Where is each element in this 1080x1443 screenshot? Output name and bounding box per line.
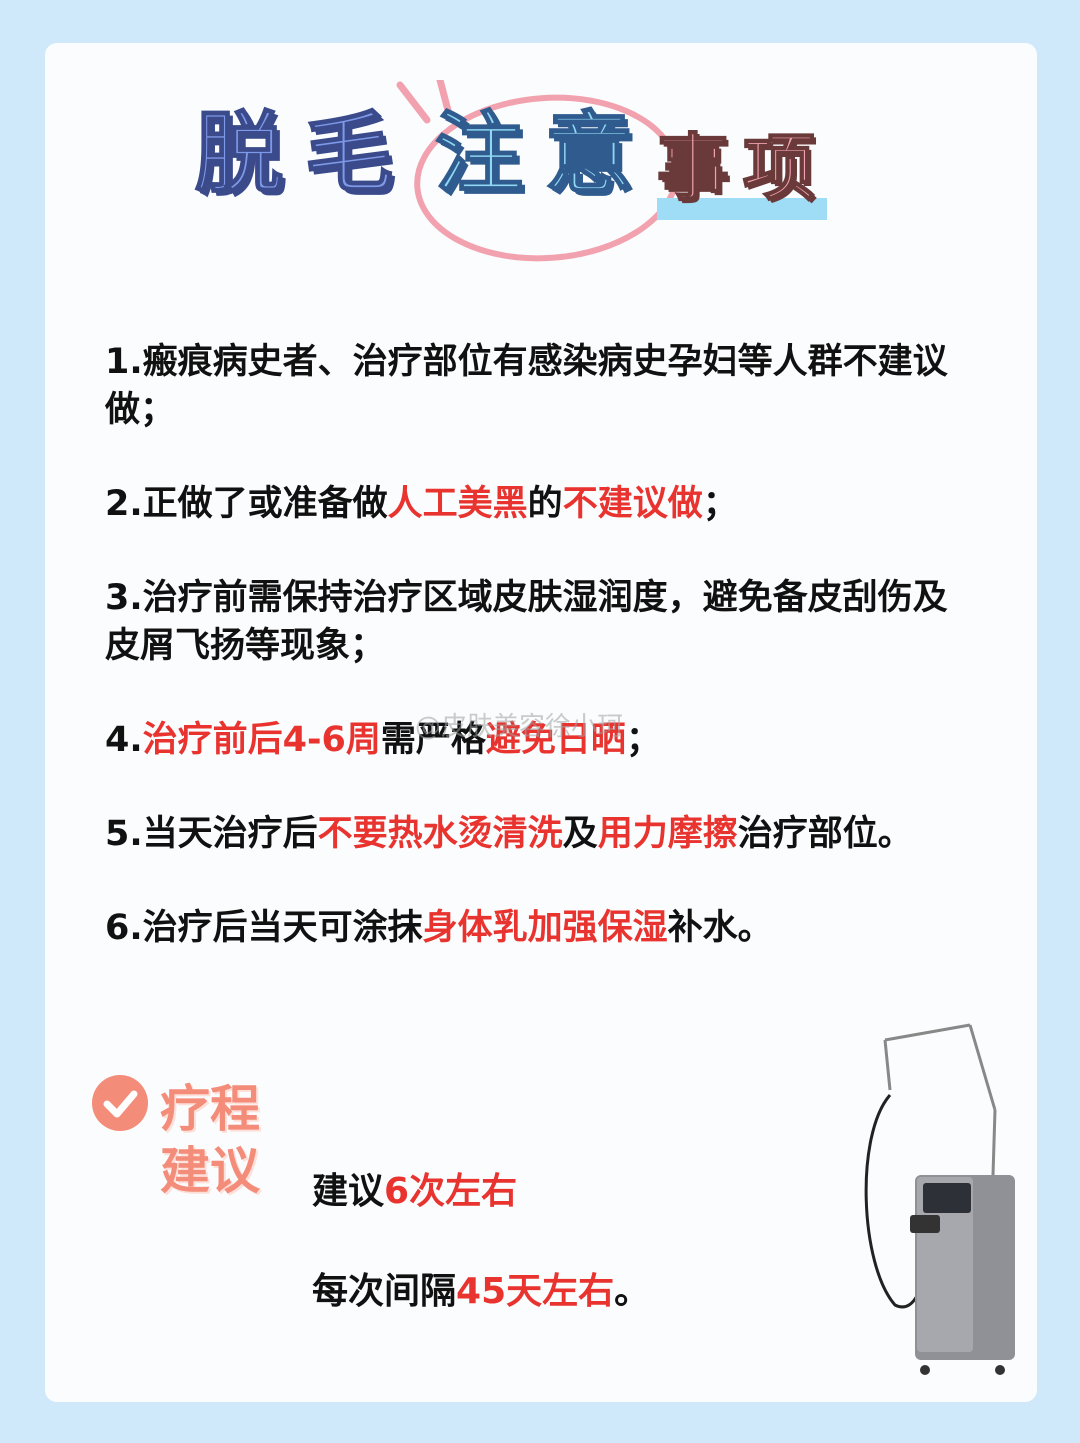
- notice-item: 6.治疗后当天可涂抹身体乳加强保湿补水。: [105, 904, 975, 952]
- laser-machine-image: [864, 1023, 1015, 1375]
- body-text: 的: [527, 484, 563, 524]
- title-char: 注: [434, 102, 524, 205]
- course-interval: 每次间隔45天左右。: [312, 1262, 650, 1314]
- body-text: 5.当天治疗后: [105, 814, 318, 854]
- body-text: 补水。: [667, 908, 773, 948]
- body-text: 每次间隔: [312, 1271, 457, 1312]
- body-text: 2.正做了或准备做: [105, 484, 388, 524]
- title-char: 毛: [304, 102, 394, 205]
- notice-item: 2.正做了或准备做人工美黑的不建议做；: [105, 480, 975, 528]
- body-text: 治疗部位。: [737, 814, 913, 854]
- highlight-text: 不要热水烫清洗: [317, 814, 563, 854]
- body-text: 4.: [105, 720, 143, 760]
- highlight-text: 治疗前后4-6周: [142, 720, 381, 760]
- page-title: 脱 毛 注 意 事 项: [194, 80, 895, 270]
- highlight-text: 避免日晒: [485, 720, 626, 760]
- body-text: ；: [702, 484, 738, 524]
- body-text: 及: [562, 814, 598, 854]
- highlight-text: 不建议做: [562, 484, 703, 524]
- title-char: 事: [656, 126, 730, 210]
- notice-item: 3.治疗前需保持治疗区域皮肤湿润度，避免备皮刮伤及皮屑飞扬等现象；: [105, 574, 975, 670]
- body-text: 6.治疗后当天可涂抹: [105, 908, 423, 948]
- highlight-text: 6次左右: [384, 1171, 518, 1212]
- title-char: 脱: [194, 102, 284, 205]
- watermark: @皮肤美容徐小珂: [415, 712, 624, 742]
- body-text: 。: [614, 1271, 651, 1312]
- body-text: 1.瘢痕病史者、治疗部位有感染病史孕妇等人群不建议做；: [105, 342, 948, 430]
- highlight-text: 身体乳加强保湿: [422, 908, 668, 948]
- title-char: 意: [544, 102, 634, 205]
- highlight-text: 用力摩擦: [597, 814, 738, 854]
- body-text: 3.治疗前需保持治疗区域皮肤湿润度，避免备皮刮伤及皮屑飞扬等现象；: [105, 578, 948, 666]
- title-decoration: [396, 80, 680, 262]
- body-text: 需严格: [380, 720, 486, 760]
- notice-list: 1.瘢痕病史者、治疗部位有感染病史孕妇等人群不建议做； 2.正做了或准备做人工美黑…: [105, 338, 975, 998]
- notice-item: 5.当天治疗后不要热水烫清洗及用力摩擦治疗部位。: [105, 810, 975, 858]
- highlight-text: 45天左右: [456, 1271, 615, 1312]
- notice-item: 4.治疗前后4-6周需严格避免日晒；: [105, 716, 975, 764]
- course-count: 建议6次左右: [312, 1162, 517, 1214]
- title-char: 项: [742, 126, 816, 210]
- title-highlight: [657, 198, 827, 220]
- course-title-line: 建议: [160, 1142, 260, 1200]
- content-card: [45, 43, 1037, 1402]
- body-text: 建议: [312, 1171, 385, 1212]
- notice-item: 1.瘢痕病史者、治疗部位有感染病史孕妇等人群不建议做；: [105, 338, 975, 434]
- check-icon: [92, 1075, 148, 1131]
- course-title-line: 疗程: [160, 1080, 260, 1138]
- highlight-text: 人工美黑: [387, 484, 528, 524]
- course-title: 疗程 建议: [160, 1078, 260, 1202]
- body-text: ；: [625, 720, 661, 760]
